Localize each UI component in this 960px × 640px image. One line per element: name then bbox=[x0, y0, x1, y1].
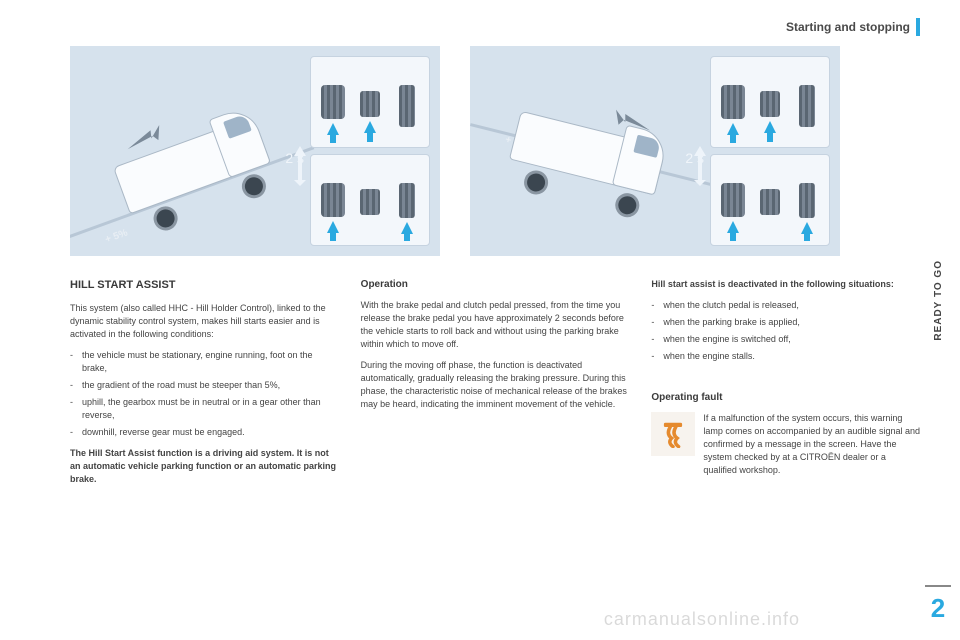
fault-box: If a malfunction of the system occurs, t… bbox=[651, 412, 920, 477]
list-item: the gradient of the road must be steeper… bbox=[70, 379, 339, 392]
pedal-diagram-moveoff bbox=[710, 154, 830, 246]
intro-text: This system (also called HHC - Hill Hold… bbox=[70, 302, 339, 341]
accelerator-pedal bbox=[394, 183, 420, 241]
list-item: downhill, reverse gear must be engaged. bbox=[70, 426, 339, 439]
list-item: the vehicle must be stationary, engine r… bbox=[70, 349, 339, 375]
wheel-rear bbox=[150, 203, 181, 234]
grade-label: + 5% bbox=[104, 227, 129, 245]
van-downhill bbox=[505, 99, 670, 213]
chapter-number: 2 bbox=[925, 593, 951, 624]
deactivation-intro: Hill start assist is deactivated in the … bbox=[651, 278, 920, 291]
van-window bbox=[223, 114, 252, 139]
operation-p2: During the moving off phase, the functio… bbox=[361, 359, 630, 411]
divider bbox=[925, 585, 951, 587]
operation-p1: With the brake pedal and clutch pedal pr… bbox=[361, 299, 630, 351]
list-item: when the parking brake is applied, bbox=[651, 316, 920, 329]
van-uphill bbox=[109, 105, 277, 231]
list-item: uphill, the gearbox must be in neutral o… bbox=[70, 396, 339, 422]
wheel-front bbox=[613, 191, 642, 220]
clutch-pedal bbox=[320, 85, 346, 143]
column-3: Hill start assist is deactivated in the … bbox=[651, 278, 920, 495]
header-title: Starting and stopping bbox=[786, 20, 910, 34]
list-item: when the engine stalls. bbox=[651, 350, 920, 363]
clutch-pedal bbox=[320, 183, 346, 241]
column-1: HILL START ASSIST This system (also call… bbox=[70, 278, 339, 495]
motion-arrow-icon bbox=[612, 108, 656, 137]
section-label: READY TO GO bbox=[933, 260, 944, 341]
pedal-diagram-pressed bbox=[710, 56, 830, 148]
brake-pedal bbox=[757, 183, 783, 241]
chapter-block: 2 bbox=[925, 583, 951, 624]
accelerator-pedal bbox=[794, 183, 820, 241]
fault-title: Operating fault bbox=[651, 391, 920, 406]
list-item: when the engine is switched off, bbox=[651, 333, 920, 346]
accelerator-pedal bbox=[394, 85, 420, 143]
section-title: HILL START ASSIST bbox=[70, 278, 339, 294]
page-header: Starting and stopping bbox=[786, 18, 920, 36]
manual-page: Starting and stopping + 5% 2 s bbox=[0, 0, 960, 640]
figure-uphill: + 5% 2 s bbox=[70, 46, 440, 256]
brake-pedal bbox=[757, 85, 783, 143]
timer-arrow-icon bbox=[292, 146, 308, 186]
watermark: carmanualsonline.info bbox=[604, 609, 800, 630]
clutch-pedal bbox=[720, 183, 746, 241]
conditions-list: the vehicle must be stationary, engine r… bbox=[70, 349, 339, 439]
wheel-front bbox=[239, 171, 270, 202]
note-text: The Hill Start Assist function is a driv… bbox=[70, 447, 339, 486]
deactivation-list: when the clutch pedal is released, when … bbox=[651, 299, 920, 363]
figures-row: + 5% 2 s bbox=[70, 46, 920, 256]
accelerator-pedal bbox=[794, 85, 820, 143]
list-item: when the clutch pedal is released, bbox=[651, 299, 920, 312]
fault-text: If a malfunction of the system occurs, t… bbox=[703, 412, 920, 477]
column-2: Operation With the brake pedal and clutc… bbox=[361, 278, 630, 495]
operation-title: Operation bbox=[361, 278, 630, 293]
pedal-diagram-moveoff bbox=[310, 154, 430, 246]
chapter-sidebar: READY TO GO 2 bbox=[928, 260, 948, 624]
brake-pedal bbox=[357, 183, 383, 241]
figure-downhill: + 5% 2 s bbox=[470, 46, 840, 256]
pedal-diagram-pressed bbox=[310, 56, 430, 148]
header-accent-bar bbox=[916, 18, 920, 36]
text-columns: HILL START ASSIST This system (also call… bbox=[70, 278, 920, 495]
clutch-pedal bbox=[720, 85, 746, 143]
timer-arrow-icon bbox=[692, 146, 708, 186]
brake-pedal bbox=[357, 85, 383, 143]
van-window bbox=[633, 135, 661, 158]
wheel-rear bbox=[522, 168, 551, 197]
warning-lamp-icon bbox=[651, 412, 695, 456]
